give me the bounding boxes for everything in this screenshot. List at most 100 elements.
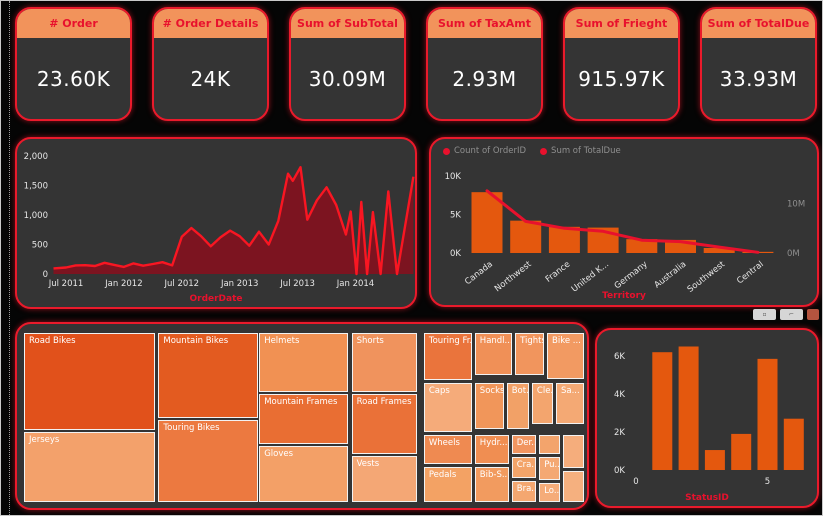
treemap-tile-bib-s-[interactable]: Bib-S... [474, 467, 509, 502]
treemap-tile-tights[interactable]: Tights [515, 333, 545, 376]
kpi-card-header: Sum of SubTotal [291, 9, 404, 38]
kpi-card-header: Sum of TotalDue [702, 9, 815, 38]
kpi-card-freight[interactable]: Sum of Frieght 915.97K [563, 7, 680, 121]
treemap-tile-caps[interactable]: Caps [423, 383, 472, 433]
treemap-tile-socks[interactable]: Socks [474, 383, 504, 429]
bar-status-4[interactable] [731, 433, 752, 470]
tick-label: Jul 2013 [279, 279, 315, 289]
tick-label: 10K [445, 172, 462, 182]
bar-status-2[interactable] [678, 346, 699, 471]
kpi-card-body: 23.60K [17, 38, 130, 119]
tick-label: 5K [450, 211, 461, 221]
treemap-panel-products[interactable]: Road Bikes Jerseys Mountain Bikes Touring B… [15, 322, 589, 510]
treemap-tile-shorts[interactable]: Shorts [351, 333, 417, 392]
tick-label: 2,000 [24, 152, 48, 162]
treemap-tile-cra-[interactable]: Cra... [511, 457, 536, 478]
x-axis-title: OrderDate [189, 294, 243, 304]
treemap-tile-mountain-bikes[interactable]: Mountain Bikes [158, 333, 258, 418]
legend-dot-icon [443, 147, 450, 155]
more-options-button[interactable] [807, 309, 819, 320]
bar-status-3[interactable] [704, 450, 725, 470]
kpi-card-subtotal[interactable]: Sum of SubTotal 30.09M [289, 7, 406, 121]
treemap-tile-pedals[interactable]: Pedals [423, 467, 472, 502]
kpi-card-totaldue[interactable]: Sum of TotalDue 33.93M [700, 7, 817, 121]
kpi-card-body: 2.93M [428, 38, 541, 119]
kpi-title: # Order Details [162, 17, 259, 30]
kpi-value: 915.97K [578, 66, 665, 91]
bar-Southwest[interactable] [703, 247, 735, 253]
tick-label: 5 [765, 477, 770, 487]
tick-label: Jan 2012 [104, 279, 142, 289]
area-fill[interactable] [53, 167, 414, 274]
bar-France[interactable] [548, 226, 580, 253]
totaldue-line[interactable] [485, 189, 760, 254]
area-chart-panel-orderdate[interactable]: 0 500 1,000 1,500 2,000 Jul 2011 Jan 2012 Jul 2… [15, 137, 417, 309]
kpi-card-order-details[interactable]: # Order Details 24K [152, 7, 269, 121]
combo-chart-panel-territory[interactable]: Count of OrderID Sum of TotalDue 0K 5K 10K… [429, 137, 819, 307]
bar-Northwest[interactable] [510, 220, 542, 253]
treemap-tile-bra-[interactable]: Bra... [511, 481, 536, 502]
kpi-card-taxamt[interactable]: Sum of TaxAmt 2.93M [426, 7, 543, 121]
kpi-title: Sum of SubTotal [297, 17, 398, 30]
treemap-tile-sa-[interactable]: Sa... [556, 383, 584, 425]
x-axis-title: Territory [602, 291, 646, 301]
treemap-tile-bike-[interactable]: Bike ... [547, 333, 584, 379]
area-chart[interactable]: 0 500 1,000 1,500 2,000 Jul 2011 Jan 2012 Jul 2… [17, 139, 415, 289]
treemap-tile-touring-bikes[interactable]: Touring Bikes [158, 420, 258, 502]
treemap-tile-vests[interactable]: Vests [351, 456, 417, 502]
bar-Canada[interactable] [471, 192, 503, 253]
treemap-tile-unlabeled[interactable] [562, 471, 584, 502]
treemap-tile-handl-[interactable]: Handl... [474, 333, 512, 376]
category-label: United K... [570, 259, 611, 294]
treemap-tile-gloves[interactable]: Gloves [259, 446, 349, 502]
bar-Germany[interactable] [626, 239, 658, 253]
bar-status-1[interactable] [652, 352, 673, 470]
kpi-value: 2.93M [452, 66, 517, 91]
legend-item-count-of-orderid[interactable]: Count of OrderID [443, 146, 526, 156]
kpi-card-header: # Order [17, 9, 130, 38]
treemap-tile-jerseys[interactable]: Jerseys [24, 432, 156, 502]
treemap-tile-unlabeled[interactable] [562, 435, 584, 469]
tick-label: 4K [614, 390, 625, 400]
kpi-value: 33.93M [719, 66, 798, 91]
tick-label: Jul 2012 [164, 279, 200, 289]
kpi-card-header: Sum of TaxAmt [428, 9, 541, 38]
treemap-tile-road-bikes[interactable]: Road Bikes [24, 333, 156, 430]
area-line[interactable] [53, 166, 415, 276]
tick-label: 0 [43, 270, 48, 280]
treemap-tile-helmets[interactable]: Helmets [259, 333, 349, 392]
kpi-card-body: 33.93M [702, 38, 815, 119]
bar-status-5[interactable] [757, 358, 778, 470]
bar-status-6[interactable] [783, 418, 804, 470]
treemap-tile-mountain-frames[interactable]: Mountain Frames [259, 394, 349, 445]
kpi-card-body: 30.09M [291, 38, 404, 119]
treemap-tile-cle-[interactable]: Cle... [531, 383, 554, 425]
treemap-tile-der-[interactable]: Der... [511, 435, 536, 454]
kpi-title: # Order [49, 17, 98, 30]
tick-label: 1,000 [24, 211, 48, 221]
tick-label: Jul 2011 [48, 279, 84, 289]
tick-label: 2K [614, 428, 625, 438]
legend: Count of OrderID Sum of TotalDue [443, 146, 621, 156]
treemap-tile-touring-fr-[interactable]: Touring Fr... [423, 333, 472, 380]
tick-label: 0K [614, 466, 625, 476]
bar-chart-panel-statusid[interactable]: 0K 2K 4K 6K 0 5 StatusID [595, 328, 819, 508]
treemap-tile-bot-[interactable]: Bot... [506, 383, 529, 429]
focus-mode-button[interactable]: ⌐ [780, 309, 803, 320]
kpi-card-body: 24K [154, 38, 267, 119]
treemap-tile-unlabeled[interactable] [539, 435, 561, 454]
treemap-tile-pu-[interactable]: Pu... [539, 457, 561, 480]
kpi-card-order[interactable]: # Order 23.60K [15, 7, 132, 121]
kpi-title: Sum of Frieght [575, 17, 668, 30]
filter-button[interactable]: ▫ [753, 309, 776, 320]
legend-item-sum-of-totaldue[interactable]: Sum of TotalDue [540, 146, 621, 156]
tick-label: 10M [787, 200, 805, 210]
treemap-tile-wheels[interactable]: Wheels [423, 435, 472, 465]
treemap-tile-lo-[interactable]: Lo... [539, 483, 561, 502]
treemap-tile-road-frames[interactable]: Road Frames [351, 394, 417, 454]
treemap-tile-hydr-[interactable]: Hydr... [474, 435, 509, 465]
treemap: Road Bikes Jerseys Mountain Bikes Touring B… [24, 333, 584, 502]
bar-chart[interactable]: 0K 2K 4K 6K 0 5 [597, 330, 817, 492]
